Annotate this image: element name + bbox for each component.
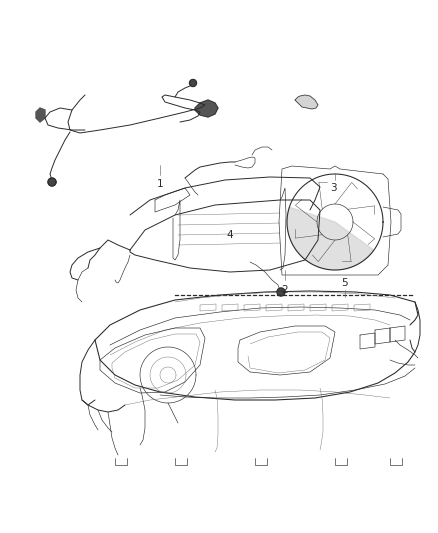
Polygon shape: [277, 288, 285, 296]
Polygon shape: [36, 108, 45, 122]
Polygon shape: [48, 178, 56, 186]
Text: 1: 1: [157, 179, 163, 189]
Polygon shape: [190, 79, 197, 86]
Polygon shape: [195, 100, 218, 117]
Text: 3: 3: [330, 183, 336, 193]
Text: 5: 5: [342, 278, 348, 288]
Text: 2: 2: [282, 285, 288, 295]
Text: 4: 4: [227, 230, 233, 240]
Polygon shape: [295, 95, 318, 109]
Polygon shape: [287, 207, 374, 270]
